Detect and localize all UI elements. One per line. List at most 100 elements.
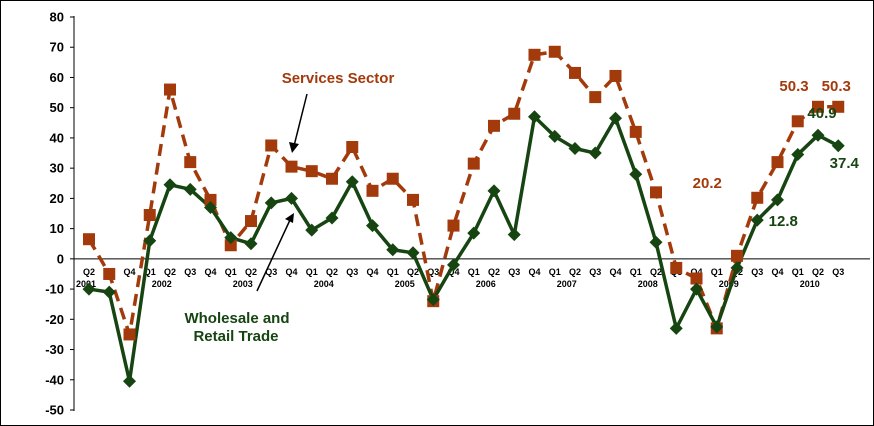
services-sector-label: Services Sector xyxy=(282,70,395,87)
x-quarter-label: Q2 xyxy=(164,267,176,277)
x-quarter-label: Q1 xyxy=(387,267,399,277)
wholesale-point xyxy=(143,234,157,248)
services-point xyxy=(285,160,298,173)
data-label: 50.3 xyxy=(779,78,808,95)
x-quarter-label: Q1 xyxy=(711,267,723,277)
x-quarter-label: Q2 xyxy=(83,267,95,277)
x-quarter-label: Q4 xyxy=(285,267,297,277)
x-quarter-label: Q3 xyxy=(346,267,358,277)
x-quarter-label: Q1 xyxy=(225,267,237,277)
x-quarter-label: Q3 xyxy=(751,267,763,277)
services-point xyxy=(467,157,480,170)
wholesale-point xyxy=(264,196,278,210)
services-point xyxy=(771,156,784,169)
y-tick-label: 80 xyxy=(50,10,64,25)
wholesale-point xyxy=(730,261,744,275)
services-point xyxy=(629,125,642,138)
services-point xyxy=(812,100,824,113)
y-tick-label: 10 xyxy=(50,221,64,236)
x-quarter-label: Q3 xyxy=(427,267,439,277)
x-quarter-label: Q1 xyxy=(630,267,642,277)
services-point xyxy=(164,83,176,96)
x-quarter-label: Q2 xyxy=(812,267,824,277)
x-quarter-label: Q3 xyxy=(265,267,277,277)
wholesale-point xyxy=(771,193,784,207)
services-point xyxy=(123,328,136,341)
x-quarter-label: Q2 xyxy=(650,267,662,277)
x-year-label: 2002 xyxy=(152,279,172,289)
services-point xyxy=(265,139,278,152)
wholesale-point xyxy=(82,282,96,296)
x-quarter-label: Q3 xyxy=(508,267,520,277)
wholesale-arrow-head xyxy=(285,213,294,223)
services-point xyxy=(305,165,318,178)
services-point xyxy=(670,261,683,274)
data-label: 50.3 xyxy=(822,78,851,95)
series-line-wholesale xyxy=(88,115,840,384)
services-point xyxy=(528,48,541,61)
y-axis xyxy=(70,16,75,411)
x-year-label: 2009 xyxy=(719,279,739,289)
x-quarter-label: Q2 xyxy=(326,267,338,277)
services-arrow-shaft xyxy=(293,93,308,147)
wholesale-point xyxy=(710,320,724,334)
y-tick-label: -20 xyxy=(45,312,64,327)
wholesale-point xyxy=(325,211,339,225)
x-year-tick-labels: 2001 2002 2003 2004 2005 2006 2007 2008 2009 2010 xyxy=(76,279,820,289)
services-point xyxy=(751,191,764,204)
x-year-label: 2007 xyxy=(557,279,577,289)
wholesale-point xyxy=(285,191,298,205)
wholesale-point xyxy=(548,129,562,143)
x-quarter-label: Q1 xyxy=(144,267,156,277)
wholesale-point xyxy=(568,142,582,156)
services-point xyxy=(386,172,399,185)
wholesale-point xyxy=(386,243,400,257)
services-point xyxy=(184,156,197,169)
x-quarter-label: Q4 xyxy=(528,267,540,277)
x-quarter-label: Q4 xyxy=(123,267,135,277)
y-tick-label: 60 xyxy=(50,70,64,85)
x-quarter-label: Q1 xyxy=(549,267,561,277)
x-year-label: 2004 xyxy=(314,279,334,289)
series-label-wholesale: Wholesale and Retail Trade xyxy=(184,213,294,345)
services-point xyxy=(589,91,602,104)
wholesale-point xyxy=(669,321,683,335)
services-point xyxy=(609,69,622,82)
wholesale-point xyxy=(487,184,501,198)
data-label: 20.2 xyxy=(693,175,722,192)
services-point xyxy=(569,66,581,79)
y-tick-label: 40 xyxy=(50,130,64,145)
series-markers xyxy=(82,45,845,388)
wholesale-point xyxy=(204,200,217,214)
wholesale-point xyxy=(305,223,319,237)
y-tick-label: 0 xyxy=(57,251,64,266)
data-labels: 50.3 50.3 20.2 40.9 37.4 12.8 xyxy=(693,78,860,230)
wholesale-point xyxy=(467,226,481,240)
x-quarter-label: Q2 xyxy=(488,267,500,277)
services-point xyxy=(224,239,237,252)
services-point xyxy=(650,186,662,199)
wholesale-point xyxy=(750,213,764,227)
wholesale-point xyxy=(629,167,643,181)
x-quarter-label: Q1 xyxy=(468,267,480,277)
x-quarter-label: Q3 xyxy=(589,267,601,277)
x-quarter-label: Q4 xyxy=(609,267,621,277)
data-label: 40.9 xyxy=(807,105,836,122)
services-point xyxy=(832,100,845,113)
wholesale-point xyxy=(224,231,238,245)
wholesale-point xyxy=(366,219,379,233)
wholesale-point xyxy=(649,235,663,249)
services-point xyxy=(488,119,500,132)
wholesale-point xyxy=(123,374,136,388)
y-tick-label: 20 xyxy=(50,191,64,206)
x-year-label: 2008 xyxy=(638,279,658,289)
wholesale-point xyxy=(406,246,420,260)
x-quarter-label: Q3 xyxy=(184,267,196,277)
wholesale-point xyxy=(690,282,703,296)
x-year-label: 2005 xyxy=(395,279,415,289)
services-point xyxy=(407,193,419,206)
data-label: 12.8 xyxy=(769,213,798,230)
wholesale-point xyxy=(447,258,460,272)
services-point xyxy=(447,219,460,232)
services-point xyxy=(508,107,521,120)
